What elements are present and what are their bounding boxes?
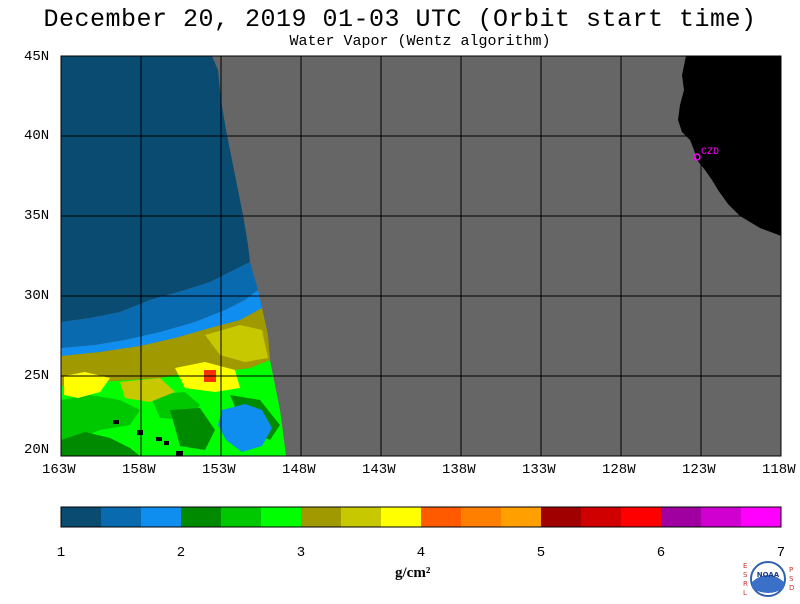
svg-text:S: S [743, 571, 748, 579]
colorbar-swatch [261, 507, 302, 527]
lon-label: 123W [682, 462, 716, 478]
colorbar-swatch [581, 507, 622, 527]
colorbar-swatch [141, 507, 182, 527]
lon-label: 118W [762, 462, 796, 478]
lon-label: 148W [282, 462, 316, 478]
colorbar-swatch [101, 507, 142, 527]
colorbar-tick-label: 5 [536, 545, 546, 561]
lon-label: 128W [602, 462, 636, 478]
lat-label: 40N [24, 128, 50, 144]
colorbar-tick-label: 1 [56, 545, 66, 561]
wv-region-deep-blue [61, 56, 250, 322]
colorbar-frame [60, 506, 782, 528]
svg-text:NOAA: NOAA [757, 571, 780, 579]
land-north-america [678, 56, 781, 236]
noaa-logo-icon: NOAA E S R L P S D [743, 561, 794, 597]
colorbar-swatch [181, 507, 222, 527]
lon-label: 153W [202, 462, 236, 478]
lon-label: 143W [362, 462, 396, 478]
colorbar-swatch [621, 507, 662, 527]
wv-region-medium-blue [61, 262, 258, 348]
colorbar-swatch [341, 507, 382, 527]
colorbar-swatch [541, 507, 582, 527]
svg-text:S: S [789, 575, 794, 583]
chart-title: December 20, 2019 01-03 UTC (Orbit start… [43, 5, 757, 34]
colorbar-swatch [301, 507, 342, 527]
colorbar-swatch [221, 507, 262, 527]
wv-region-medium-green [61, 392, 200, 445]
lon-label: 163W [42, 462, 76, 478]
colorbar-swatch [661, 507, 702, 527]
colorbar-swatch [461, 507, 502, 527]
lat-label: 25N [24, 368, 50, 384]
colorbar [61, 507, 782, 527]
noaa-esrl-logo: NOAA E S R L P S D [736, 558, 800, 600]
colorbar-tick-label: 3 [296, 545, 306, 561]
colorbar-swatch [741, 507, 782, 527]
colorbar-tick-label: 4 [416, 545, 426, 561]
wv-region-yellow [64, 362, 240, 398]
svg-text:P: P [789, 566, 793, 574]
wv-region-yellow-olive [120, 325, 268, 402]
lat-label: 45N [24, 49, 50, 65]
colorbar-swatch [61, 507, 102, 527]
svg-text:R: R [743, 580, 748, 588]
map-frame [60, 55, 782, 457]
colorbar-swatch [501, 507, 542, 527]
chart-subtitle: Water Vapor (Wentz algorithm) [289, 33, 551, 50]
station-label: CZD [701, 147, 720, 158]
colorbar-unit-label: g/cm² [395, 565, 431, 581]
wv-region-dark-green [61, 395, 280, 456]
lon-label: 158W [122, 462, 156, 478]
lon-label: 133W [522, 462, 556, 478]
hawaiian-islands [113, 420, 183, 456]
colorbar-tick-label: 7 [776, 545, 786, 561]
lat-lon-grid [61, 56, 781, 456]
svg-text:L: L [743, 589, 747, 597]
colorbar-swatch [421, 507, 462, 527]
svg-text:E: E [743, 562, 747, 570]
station-marker-icon [693, 153, 701, 161]
lat-label: 35N [24, 208, 50, 224]
lat-label: 30N [24, 288, 50, 304]
colorbar-tick-label: 2 [176, 545, 186, 561]
colorbar-swatch [381, 507, 422, 527]
svg-text:D: D [789, 584, 794, 592]
colorbar-tick-label: 6 [656, 545, 666, 561]
colorbar-swatch [701, 507, 742, 527]
lat-label: 20N [24, 442, 50, 458]
wv-region-light-blue [61, 290, 262, 356]
lon-label: 138W [442, 462, 476, 478]
wv-region-blue-pocket [218, 404, 272, 452]
